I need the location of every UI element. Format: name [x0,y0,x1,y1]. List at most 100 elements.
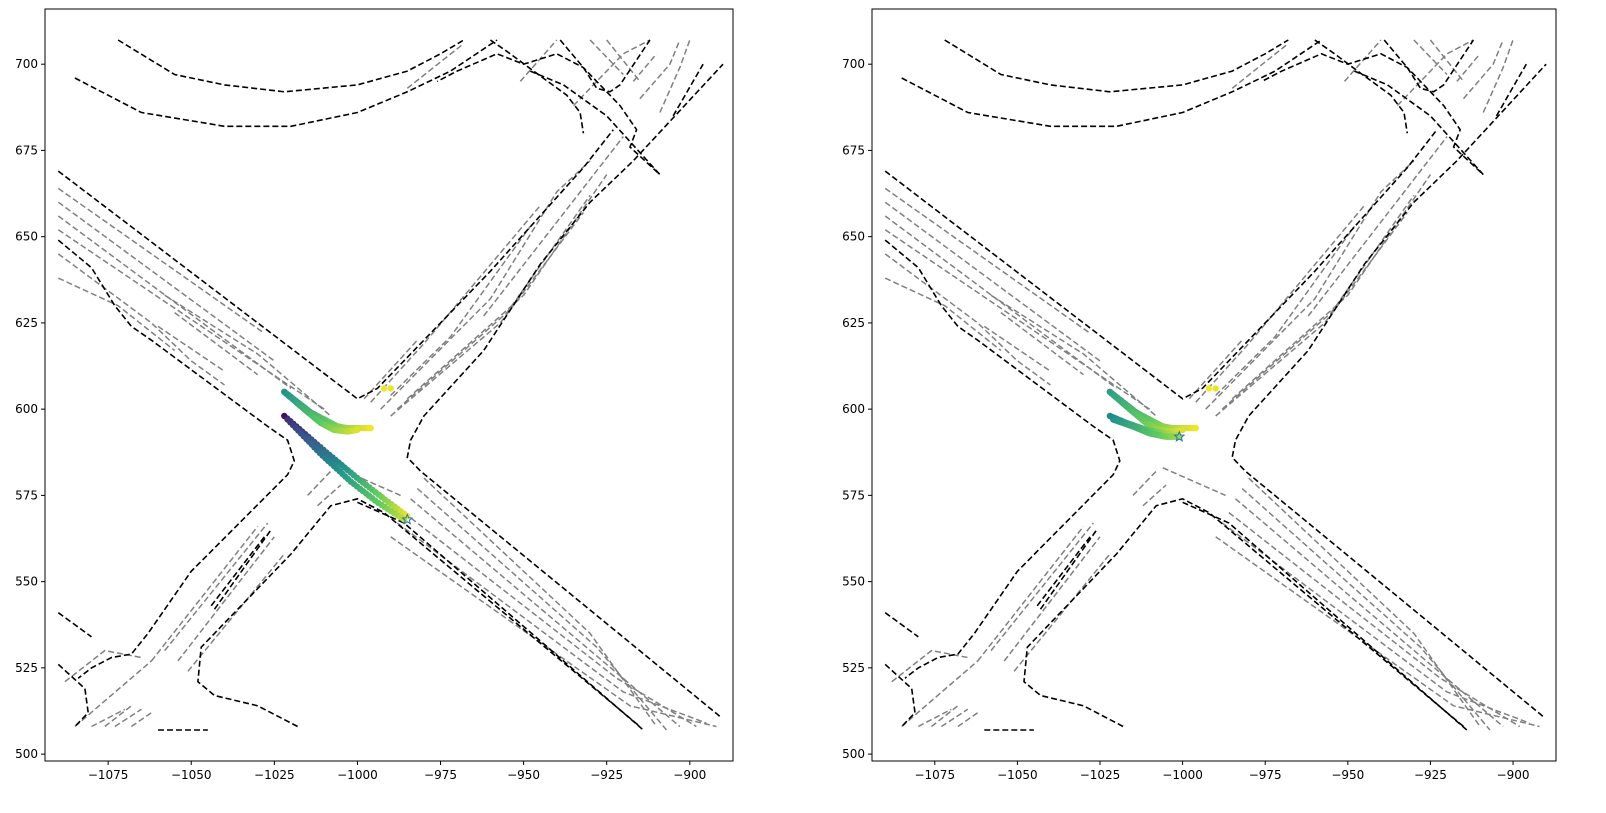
road-boundary [672,63,704,117]
y-tick-label: 650 [842,230,865,244]
road-boundary [1495,63,1527,117]
lane-line [1188,339,1243,400]
x-tick-label: −1050 [997,768,1038,782]
lane-line [1221,194,1415,410]
lane-line [396,522,707,724]
lane-line [1228,512,1521,728]
x-tick-label: −1000 [1162,768,1203,782]
y-tick-label: 600 [842,402,865,416]
lane-line [957,712,979,728]
lane-line [363,339,418,400]
road-boundary [559,39,651,93]
lane-line [639,39,681,100]
lane-line [307,470,332,496]
lane-line [589,39,624,76]
lane-line [1132,470,1157,496]
lane-line [164,522,269,652]
lane-line [1462,39,1504,100]
x-tick-label: −1050 [171,768,212,782]
lane-line [406,42,465,89]
lane-line [370,205,541,403]
lane-line [164,294,332,417]
road-boundary [1383,39,1475,93]
lane-line [940,708,969,728]
lane-line [483,136,624,317]
x-tick-label: −900 [1497,768,1530,782]
lane-line [177,536,275,662]
x-tick-label: −1000 [337,768,378,782]
trajectory-point [367,424,374,432]
lane-line [1396,39,1474,107]
road-boundary [1261,52,1484,176]
lane-line [1307,136,1448,317]
road-boundary [1314,39,1409,134]
lane-line [1205,160,1415,410]
lane-line [1013,553,1111,672]
lane-line [57,229,325,410]
y-tick-label: 550 [15,575,38,589]
lane-line [977,525,1085,662]
lane-line [606,39,641,82]
y-tick-label: 675 [842,143,865,157]
lane-line [1343,39,1382,82]
y-tick-label: 500 [15,747,38,761]
axes-frame [871,8,1557,762]
road-boundary [436,52,661,176]
road-boundary [489,39,585,134]
road-boundary [1182,501,1468,731]
lane-line [901,660,979,728]
lane-line [174,311,259,376]
lane-line [1231,42,1289,89]
y-tick-label: 700 [15,57,38,71]
road-boundary [74,39,498,128]
lane-line [990,294,1157,417]
y-tick-label: 650 [15,230,38,244]
lane-line [114,708,142,728]
lane-line [884,277,1002,352]
lane-line [410,498,681,728]
lane-line [1195,205,1365,403]
x-tick-label: −1025 [1080,768,1121,782]
road-boundary [884,239,1121,679]
trajectory-point [1179,426,1186,433]
lane-line [187,553,285,672]
road-boundary [57,612,92,638]
road-boundary [944,39,1289,93]
road-boundary [884,663,916,728]
lane-line [390,225,531,396]
lane-line [104,705,132,728]
road-boundary [1023,497,1465,728]
road-boundary [197,497,641,728]
y-tick-label: 675 [15,143,38,157]
lane-line [1162,467,1226,497]
road-boundary [57,239,296,679]
lane-line [884,253,1051,386]
plot-area [57,39,724,731]
lane-line [1142,484,1167,507]
lane-line [1482,39,1514,113]
lane-line [57,187,265,334]
x-tick-label: −925 [1414,768,1447,782]
lane-line [1221,522,1530,724]
x-tick-label: −950 [1331,768,1364,782]
y-tick-label: 575 [15,488,38,502]
lane-line [891,649,968,683]
lane-line [1241,487,1491,731]
right-plot-panel: −1075 −1050 −1025 −1000 −975 −950 −925 −900 500 5… [842,8,1557,782]
lane-line [1215,536,1540,728]
end-marker-star [1173,430,1186,442]
x-tick-label: −975 [1249,768,1282,782]
lane-line [1248,477,1481,727]
lane-line [380,160,591,410]
lane-line [150,525,259,662]
lane-line [1215,225,1356,396]
road-boundary [1231,63,1547,717]
lane-line [1429,39,1465,82]
lane-line [423,477,658,727]
lane-line [396,194,591,410]
x-tick-label: −975 [424,768,457,782]
lane-line [1235,498,1504,728]
lane-line [983,325,1051,372]
road-boundary [884,612,919,638]
road-boundary [57,663,90,728]
